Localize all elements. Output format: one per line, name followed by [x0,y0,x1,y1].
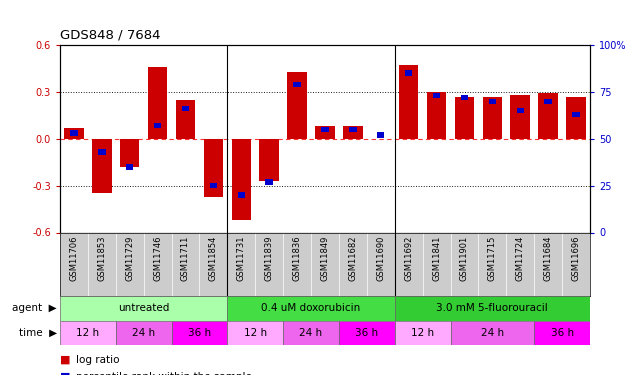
Bar [126,164,133,170]
Text: GSM11853: GSM11853 [97,236,106,281]
Text: GSM11854: GSM11854 [209,236,218,281]
Text: 24 h: 24 h [132,328,155,338]
Text: 12 h: 12 h [76,328,100,338]
Bar [461,95,468,100]
Text: percentile rank within the sample: percentile rank within the sample [76,372,252,375]
Bar [566,97,586,139]
Bar [92,139,112,194]
Text: GSM11706: GSM11706 [69,236,78,281]
Bar [349,127,357,132]
Bar [204,139,223,196]
Bar [488,99,496,104]
Bar [321,127,329,132]
Bar [534,321,590,345]
Bar [60,321,115,345]
Bar [545,99,552,104]
Bar [405,70,413,76]
Text: 24 h: 24 h [481,328,504,338]
Text: untreated: untreated [118,303,169,313]
Text: 12 h: 12 h [244,328,267,338]
Bar [115,321,172,345]
Text: 36 h: 36 h [550,328,574,338]
Text: ■: ■ [60,355,71,365]
Bar [120,139,139,167]
Text: GSM11682: GSM11682 [348,236,357,281]
Text: log ratio: log ratio [76,355,119,365]
Text: GSM11746: GSM11746 [153,236,162,281]
Bar [148,67,167,139]
Bar [572,112,580,117]
Bar [60,296,227,321]
Bar [64,128,84,139]
Text: 0.4 uM doxorubicin: 0.4 uM doxorubicin [261,303,361,313]
Text: 36 h: 36 h [355,328,379,338]
Text: GSM11692: GSM11692 [404,236,413,281]
Bar [343,126,363,139]
Text: GSM11729: GSM11729 [125,236,134,281]
Bar [70,130,78,136]
Text: GSM11715: GSM11715 [488,236,497,281]
Text: GSM11849: GSM11849 [321,236,329,281]
Text: GSM11841: GSM11841 [432,236,441,281]
Bar [377,132,384,138]
Text: 24 h: 24 h [300,328,322,338]
Bar [451,321,534,345]
Bar [293,82,301,87]
Text: agent  ▶: agent ▶ [12,303,57,313]
Bar [427,92,446,139]
Bar [395,321,451,345]
Bar [154,123,162,128]
Text: GSM11711: GSM11711 [181,236,190,281]
Bar [510,95,530,139]
Text: GDS848 / 7684: GDS848 / 7684 [60,28,160,41]
Text: GSM11901: GSM11901 [460,236,469,281]
Bar [227,321,283,345]
Bar [517,108,524,113]
Text: ■: ■ [60,372,71,375]
Bar [283,321,339,345]
Bar [399,65,418,139]
Bar [172,321,227,345]
Bar [287,72,307,139]
Text: time  ▶: time ▶ [19,328,57,338]
Bar [395,296,590,321]
Text: GSM11690: GSM11690 [376,236,386,281]
Bar [259,139,279,181]
Text: GSM11724: GSM11724 [516,236,525,281]
Text: GSM11836: GSM11836 [293,236,302,281]
Bar [455,97,475,139]
Bar [266,179,273,184]
Text: 36 h: 36 h [188,328,211,338]
Bar [232,139,251,220]
Bar [483,97,502,139]
Bar [209,183,217,188]
Bar [237,192,245,198]
Bar [316,126,334,139]
Bar [227,296,395,321]
Text: 3.0 mM 5-fluorouracil: 3.0 mM 5-fluorouracil [437,303,548,313]
Bar [175,100,195,139]
Text: GSM11839: GSM11839 [264,236,274,281]
Bar [433,93,440,98]
Text: GSM11696: GSM11696 [572,236,581,281]
Bar [182,106,189,111]
Text: GSM11684: GSM11684 [544,236,553,281]
Bar [538,93,558,139]
Bar [98,149,105,154]
Text: 12 h: 12 h [411,328,434,338]
Text: GSM11731: GSM11731 [237,236,245,281]
Bar [339,321,395,345]
